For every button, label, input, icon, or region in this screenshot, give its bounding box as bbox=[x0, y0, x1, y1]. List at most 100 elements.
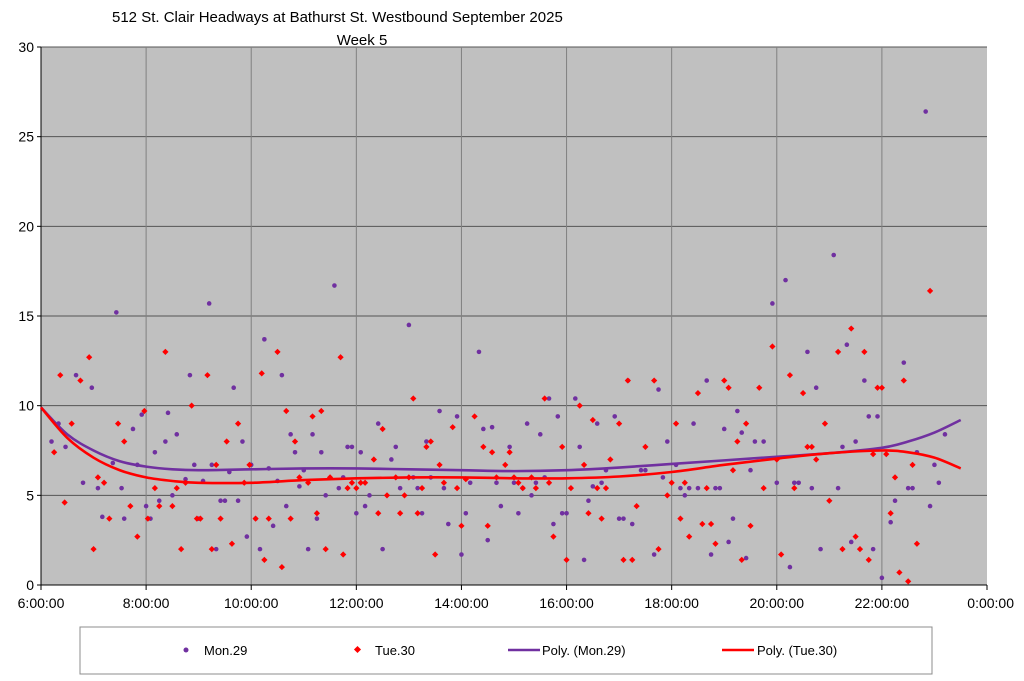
point-mon-29 bbox=[516, 510, 521, 516]
legend-box bbox=[79, 626, 933, 675]
point-mon-29 bbox=[612, 414, 618, 419]
point-mon-29 bbox=[191, 462, 197, 468]
point-mon-29 bbox=[835, 485, 841, 491]
point-mon-29 bbox=[49, 439, 54, 444]
point-tue-30 bbox=[318, 407, 325, 415]
y-tick-label: 10 bbox=[18, 398, 34, 414]
point-mon-29 bbox=[345, 444, 350, 450]
point-mon-29 bbox=[726, 539, 731, 545]
point-tue-30 bbox=[309, 413, 316, 420]
point-mon-29 bbox=[546, 396, 552, 401]
point-mon-29 bbox=[156, 498, 162, 504]
point-mon-29 bbox=[809, 485, 815, 491]
point-mon-29 bbox=[927, 503, 933, 509]
point-mon-29 bbox=[717, 485, 723, 491]
point-mon-29 bbox=[463, 510, 469, 516]
point-mon-29 bbox=[292, 449, 298, 455]
point-mon-29 bbox=[748, 467, 753, 473]
point-mon-29 bbox=[240, 439, 245, 444]
point-tue-30 bbox=[629, 556, 636, 564]
point-tue-30 bbox=[228, 540, 236, 547]
x-tick-label: 12:00:00 bbox=[329, 595, 384, 611]
legend-label-tue30: Tue.30 bbox=[375, 643, 415, 658]
point-tue-30 bbox=[856, 546, 864, 553]
point-tue-30 bbox=[379, 425, 386, 433]
point-tue-30 bbox=[449, 424, 456, 431]
point-tue-30 bbox=[427, 438, 434, 445]
point-tue-30 bbox=[291, 438, 299, 445]
point-mon-29 bbox=[494, 480, 499, 486]
point-mon-29 bbox=[682, 493, 688, 498]
point-tue-30 bbox=[488, 449, 496, 456]
point-tue-30 bbox=[598, 515, 605, 522]
point-mon-29 bbox=[686, 485, 692, 491]
point-tue-30 bbox=[344, 485, 351, 492]
point-mon-29 bbox=[942, 432, 948, 437]
point-tue-30 bbox=[313, 510, 321, 517]
x-tick-label: 6:00:00 bbox=[18, 595, 65, 611]
point-mon-29 bbox=[454, 414, 460, 419]
point-mon-29 bbox=[875, 414, 880, 419]
point-tue-30 bbox=[357, 479, 364, 486]
point-tue-30 bbox=[747, 522, 754, 529]
point-mon-29 bbox=[932, 462, 937, 468]
point-mon-29 bbox=[80, 480, 86, 486]
x-tick-label: 10:00:00 bbox=[224, 595, 279, 611]
point-mon-29 bbox=[89, 385, 95, 391]
point-mon-29 bbox=[213, 546, 219, 552]
legend: Mon.29 Tue.30 Poly. (Mon.29) Poly. (Tue.… bbox=[79, 626, 933, 675]
point-mon-29 bbox=[533, 480, 539, 486]
point-mon-29 bbox=[130, 426, 136, 432]
point-mon-29 bbox=[739, 430, 745, 435]
point-mon-29 bbox=[879, 575, 885, 581]
point-tue-30 bbox=[337, 354, 344, 361]
point-mon-29 bbox=[73, 372, 79, 378]
point-tue-30 bbox=[839, 546, 846, 553]
point-mon-29 bbox=[555, 414, 561, 419]
point-mon-29 bbox=[446, 521, 451, 527]
point-mon-29 bbox=[743, 555, 749, 561]
point-mon-29 bbox=[537, 432, 543, 437]
trendlines bbox=[40, 406, 962, 485]
point-mon-29 bbox=[791, 480, 797, 486]
point-mon-29 bbox=[551, 521, 556, 527]
point-tue-30 bbox=[891, 474, 899, 481]
point-tue-30 bbox=[418, 485, 426, 492]
point-mon-29 bbox=[437, 408, 442, 414]
point-mon-29 bbox=[362, 503, 368, 509]
point-mon-29 bbox=[629, 521, 635, 527]
point-mon-29 bbox=[310, 432, 315, 437]
point-mon-29 bbox=[279, 372, 285, 378]
point-mon-29 bbox=[270, 523, 276, 529]
point-mon-29 bbox=[95, 485, 101, 491]
point-mon-29 bbox=[110, 460, 116, 466]
point-tue-30 bbox=[370, 456, 377, 463]
point-mon-29 bbox=[231, 385, 237, 391]
point-tue-30 bbox=[620, 556, 627, 564]
point-mon-29 bbox=[643, 467, 648, 473]
legend-label-mon29: Mon.29 bbox=[204, 643, 247, 658]
point-mon-29 bbox=[507, 444, 512, 450]
point-tue-30 bbox=[278, 563, 285, 571]
point-mon-29 bbox=[218, 498, 223, 504]
point-tue-30 bbox=[738, 556, 745, 564]
point-mon-29 bbox=[660, 475, 666, 480]
axes: 0 5 10 15 20 25 30 6:00:00 8:00:00 10:00:00 12:00:… bbox=[18, 39, 1015, 611]
x-tick-label: 0:00:00 bbox=[967, 595, 1014, 611]
point-mon-29 bbox=[559, 510, 565, 516]
point-tue-30 bbox=[887, 510, 894, 517]
point-tue-30 bbox=[808, 443, 815, 451]
point-mon-29 bbox=[774, 480, 780, 486]
point-mon-29 bbox=[586, 498, 591, 504]
point-mon-29 bbox=[235, 498, 241, 504]
point-mon-29 bbox=[349, 444, 355, 450]
point-mon-29 bbox=[813, 385, 819, 391]
point-tue-30 bbox=[677, 515, 684, 522]
point-mon-29 bbox=[152, 449, 158, 455]
point-mon-29 bbox=[297, 484, 302, 489]
point-mon-29 bbox=[170, 493, 175, 498]
point-tue-30 bbox=[712, 540, 719, 547]
trendline-poly-tue-30 bbox=[40, 406, 962, 485]
point-tue-30 bbox=[686, 533, 693, 540]
